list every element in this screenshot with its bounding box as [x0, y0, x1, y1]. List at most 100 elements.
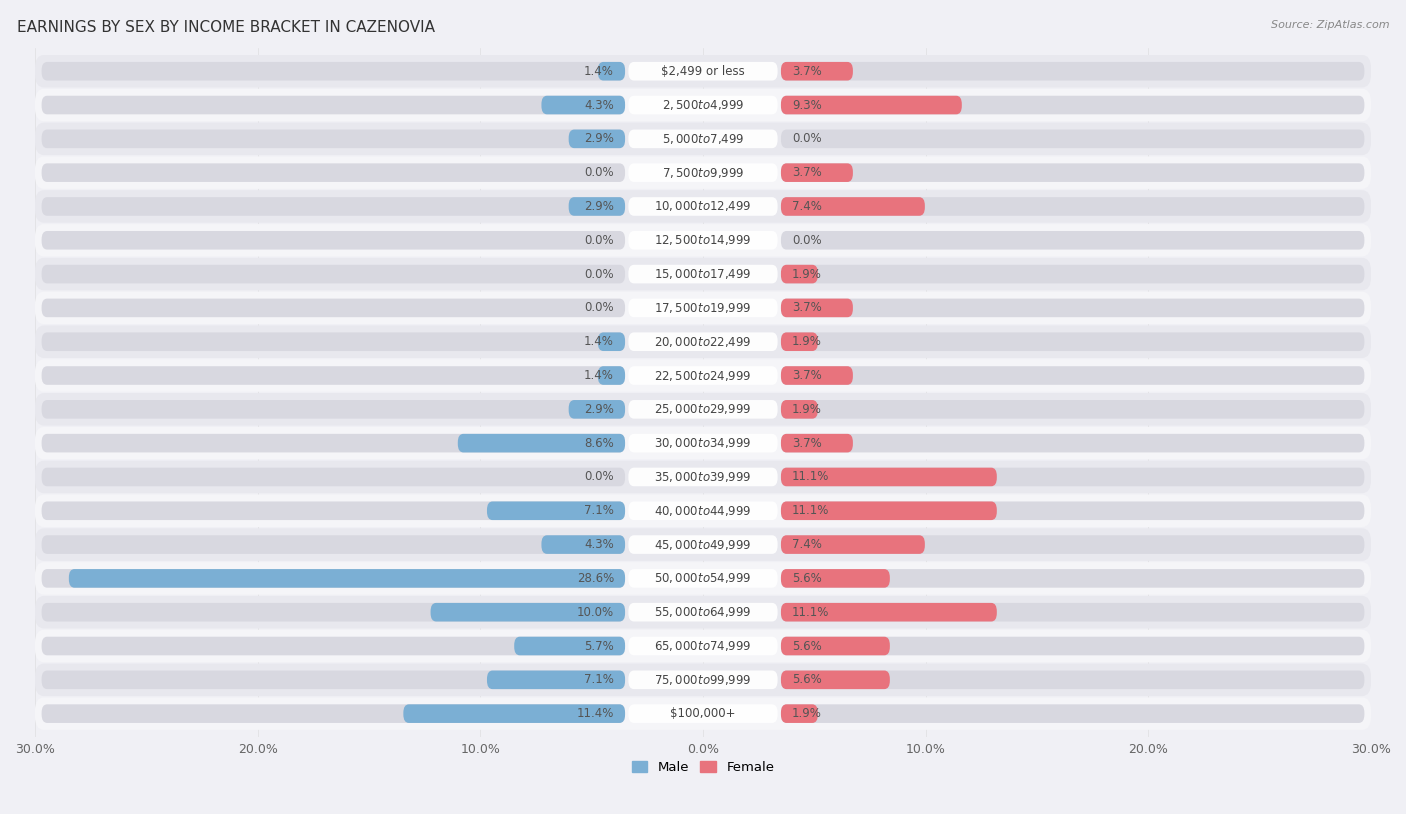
FancyBboxPatch shape [780, 704, 818, 723]
FancyBboxPatch shape [35, 427, 1371, 459]
FancyBboxPatch shape [42, 299, 626, 317]
Text: $50,000 to $54,999: $50,000 to $54,999 [654, 571, 752, 585]
FancyBboxPatch shape [42, 671, 626, 689]
FancyBboxPatch shape [35, 326, 1371, 358]
FancyBboxPatch shape [628, 62, 778, 81]
Text: 4.3%: 4.3% [583, 538, 614, 551]
FancyBboxPatch shape [780, 299, 1364, 317]
Text: 10.0%: 10.0% [576, 606, 614, 619]
FancyBboxPatch shape [780, 603, 997, 622]
Text: $65,000 to $74,999: $65,000 to $74,999 [654, 639, 752, 653]
FancyBboxPatch shape [42, 164, 626, 182]
FancyBboxPatch shape [42, 468, 626, 486]
FancyBboxPatch shape [35, 224, 1371, 256]
Text: $12,500 to $14,999: $12,500 to $14,999 [654, 234, 752, 247]
FancyBboxPatch shape [35, 190, 1371, 223]
FancyBboxPatch shape [42, 231, 626, 250]
FancyBboxPatch shape [35, 55, 1371, 87]
FancyBboxPatch shape [35, 663, 1371, 696]
FancyBboxPatch shape [780, 299, 853, 317]
FancyBboxPatch shape [780, 536, 1364, 554]
Text: 5.6%: 5.6% [792, 640, 823, 653]
FancyBboxPatch shape [35, 123, 1371, 155]
Text: $30,000 to $34,999: $30,000 to $34,999 [654, 436, 752, 450]
FancyBboxPatch shape [628, 400, 778, 418]
FancyBboxPatch shape [42, 197, 626, 216]
Text: $7,500 to $9,999: $7,500 to $9,999 [662, 166, 744, 180]
FancyBboxPatch shape [628, 265, 778, 283]
FancyBboxPatch shape [780, 434, 853, 453]
FancyBboxPatch shape [628, 434, 778, 453]
FancyBboxPatch shape [780, 400, 818, 418]
Text: $55,000 to $64,999: $55,000 to $64,999 [654, 605, 752, 619]
FancyBboxPatch shape [568, 129, 626, 148]
FancyBboxPatch shape [598, 332, 626, 351]
FancyBboxPatch shape [568, 197, 626, 216]
FancyBboxPatch shape [35, 528, 1371, 561]
FancyBboxPatch shape [780, 164, 1364, 182]
FancyBboxPatch shape [780, 704, 1364, 723]
Text: 0.0%: 0.0% [585, 234, 614, 247]
FancyBboxPatch shape [42, 603, 626, 622]
FancyBboxPatch shape [35, 393, 1371, 426]
FancyBboxPatch shape [780, 400, 1364, 418]
FancyBboxPatch shape [541, 536, 626, 554]
Text: $5,000 to $7,499: $5,000 to $7,499 [662, 132, 744, 146]
FancyBboxPatch shape [42, 265, 626, 283]
Text: $2,499 or less: $2,499 or less [661, 65, 745, 77]
FancyBboxPatch shape [35, 596, 1371, 628]
FancyBboxPatch shape [628, 603, 778, 622]
FancyBboxPatch shape [35, 156, 1371, 189]
Text: 0.0%: 0.0% [585, 470, 614, 484]
Text: EARNINGS BY SEX BY INCOME BRACKET IN CAZENOVIA: EARNINGS BY SEX BY INCOME BRACKET IN CAZ… [17, 20, 434, 35]
FancyBboxPatch shape [628, 501, 778, 520]
FancyBboxPatch shape [628, 637, 778, 655]
Text: $17,500 to $19,999: $17,500 to $19,999 [654, 301, 752, 315]
Text: 1.4%: 1.4% [583, 65, 614, 77]
FancyBboxPatch shape [42, 637, 626, 655]
Text: 1.4%: 1.4% [583, 369, 614, 382]
FancyBboxPatch shape [42, 704, 626, 723]
Text: 0.0%: 0.0% [585, 166, 614, 179]
FancyBboxPatch shape [598, 62, 626, 81]
FancyBboxPatch shape [628, 332, 778, 351]
FancyBboxPatch shape [541, 96, 626, 114]
Text: 3.7%: 3.7% [792, 369, 823, 382]
FancyBboxPatch shape [780, 637, 890, 655]
FancyBboxPatch shape [35, 89, 1371, 121]
FancyBboxPatch shape [780, 366, 853, 385]
FancyBboxPatch shape [780, 434, 1364, 453]
Text: 3.7%: 3.7% [792, 166, 823, 179]
Text: 28.6%: 28.6% [576, 572, 614, 585]
FancyBboxPatch shape [515, 637, 626, 655]
FancyBboxPatch shape [42, 501, 626, 520]
Text: $10,000 to $12,499: $10,000 to $12,499 [654, 199, 752, 213]
FancyBboxPatch shape [628, 197, 778, 216]
FancyBboxPatch shape [35, 359, 1371, 392]
FancyBboxPatch shape [35, 258, 1371, 291]
FancyBboxPatch shape [780, 62, 1364, 81]
Text: 8.6%: 8.6% [583, 436, 614, 449]
Text: 3.7%: 3.7% [792, 301, 823, 314]
Text: 1.9%: 1.9% [792, 707, 823, 720]
FancyBboxPatch shape [628, 671, 778, 689]
FancyBboxPatch shape [780, 197, 1364, 216]
Text: 0.0%: 0.0% [585, 301, 614, 314]
Text: $25,000 to $29,999: $25,000 to $29,999 [654, 402, 752, 416]
FancyBboxPatch shape [42, 400, 626, 418]
Text: 0.0%: 0.0% [585, 268, 614, 281]
FancyBboxPatch shape [780, 96, 1364, 114]
Text: 3.7%: 3.7% [792, 436, 823, 449]
Text: 2.9%: 2.9% [583, 200, 614, 213]
Legend: Male, Female: Male, Female [626, 755, 780, 779]
FancyBboxPatch shape [780, 468, 997, 486]
FancyBboxPatch shape [780, 569, 1364, 588]
Text: 11.1%: 11.1% [792, 470, 830, 484]
FancyBboxPatch shape [628, 231, 778, 250]
Text: $20,000 to $22,499: $20,000 to $22,499 [654, 335, 752, 348]
Text: $45,000 to $49,999: $45,000 to $49,999 [654, 537, 752, 552]
FancyBboxPatch shape [42, 96, 626, 114]
FancyBboxPatch shape [628, 569, 778, 588]
FancyBboxPatch shape [628, 366, 778, 385]
FancyBboxPatch shape [628, 129, 778, 148]
